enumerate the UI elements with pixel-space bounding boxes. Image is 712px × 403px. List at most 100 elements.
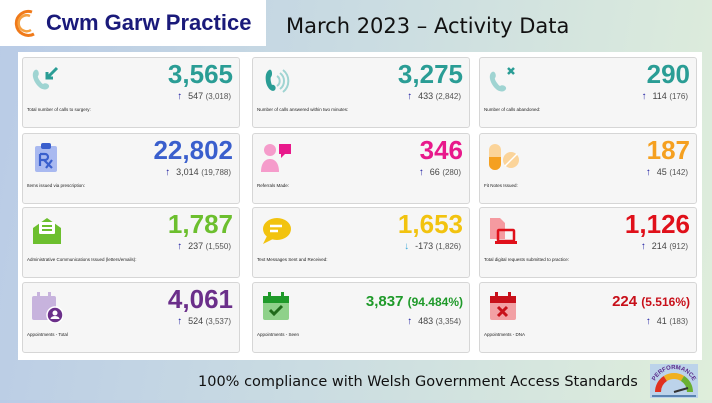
metric-label: Referrals Made: <box>257 183 290 188</box>
metric-card: 3,837 (94.484%) ↑ 483 (3,354) Appointment… <box>252 282 470 353</box>
change-value: 66 <box>429 167 440 177</box>
practice-name: Cwm Garw Practice <box>46 10 252 35</box>
metric-card: 4,061 ↑ 524 (3,537) Appointments - Total <box>22 282 240 353</box>
previous-value: (3,537) <box>205 317 231 326</box>
page-title: March 2023 – Activity Data <box>286 14 570 38</box>
arrow-up-icon: ↑ <box>641 91 647 102</box>
arrow-up-icon: ↑ <box>177 91 183 102</box>
previous-value: (3,018) <box>205 92 231 101</box>
metric-change: ↑ 41 (183) <box>646 316 688 327</box>
previous-value: (142) <box>669 168 688 177</box>
change-value: 237 <box>188 241 204 251</box>
metric-change: ↑ 483 (3,354) <box>407 316 461 327</box>
previous-value: (912) <box>669 242 688 251</box>
phone-missed-icon <box>489 67 515 92</box>
change-value: 547 <box>188 91 204 101</box>
change-value: 114 <box>652 91 667 101</box>
arrow-up-icon: ↑ <box>645 316 651 327</box>
previous-value: (183) <box>669 317 688 326</box>
arrow-up-icon: ↑ <box>407 316 413 327</box>
metric-value: 4,061 <box>167 284 233 314</box>
metric-label: Number of calls answered within two minu… <box>257 107 349 112</box>
metric-change: ↑ 3,014 (19,788) <box>165 167 231 178</box>
previous-value: (3,354) <box>435 317 461 326</box>
metric-label: Appointments - Seen <box>257 332 300 337</box>
arrow-up-icon: ↑ <box>645 167 651 178</box>
metric-value: 3,837 (94.484%) <box>365 293 463 310</box>
change-value: 433 <box>418 91 434 101</box>
metric-change: ↑ 547 (3,018) <box>177 91 231 102</box>
metric-value: 3,275 <box>397 59 463 89</box>
metric-value: 1,787 <box>167 209 233 239</box>
calendar-x-icon <box>490 292 516 320</box>
arrow-up-icon: ↑ <box>640 241 646 252</box>
previous-value: (176) <box>669 92 688 101</box>
change-value: 524 <box>188 316 204 326</box>
metric-label: Appointments - DNA <box>484 332 526 337</box>
metric-value: 1,653 <box>397 209 463 239</box>
chat-bubble-icon <box>263 218 291 244</box>
metric-card: 1,787 ↑ 237 (1,550) Administrative Commun… <box>22 207 240 278</box>
metric-change: ↑ 524 (3,537) <box>177 316 231 327</box>
metric-card: 22,802 ↑ 3,014 (19,788) Items issued via … <box>22 133 240 204</box>
previous-value: (2,842) <box>435 92 461 101</box>
change-value: 214 <box>651 241 667 251</box>
metric-card: 3,275 ↑ 433 (2,842) Number of calls answe… <box>252 57 470 128</box>
metric-value: 290 <box>646 59 690 89</box>
arrow-down-icon: ↓ <box>404 241 410 252</box>
metric-label: Administrative Communications Issued (le… <box>27 257 137 262</box>
metric-card: 1,653 ↓ -173 (1,826) Text Messages Sent a… <box>252 207 470 278</box>
metric-percentage: (5.516%) <box>641 295 690 309</box>
metric-label: Fit Notes Issued: <box>484 183 518 188</box>
metric-label: Total digital requests submitted to prac… <box>484 257 570 262</box>
change-value: 3,014 <box>176 167 199 177</box>
metric-value: 187 <box>646 135 690 165</box>
metric-card: 1,126 ↑ 214 (912) Total digital requests … <box>479 207 697 278</box>
metric-value: 22,802 <box>153 135 233 165</box>
metric-card: 290 ↑ 114 (176) Number of calls abandoned… <box>479 57 697 128</box>
metric-change: ↑ 114 (176) <box>641 91 688 102</box>
calendar-check-icon <box>263 292 289 320</box>
phone-ringing-icon <box>265 69 290 93</box>
phone-incoming-icon <box>32 66 59 90</box>
compliance-statement: 100% compliance with Welsh Government Ac… <box>198 374 638 390</box>
arrow-up-icon: ↑ <box>407 91 413 102</box>
previous-value: (1,826) <box>435 242 461 251</box>
envelope-open-icon <box>33 218 61 244</box>
arrow-up-icon: ↑ <box>418 167 424 178</box>
change-value: 483 <box>418 316 434 326</box>
change-value: -173 <box>415 241 434 251</box>
prescription-icon <box>35 143 57 172</box>
practice-logo: Cwm Garw Practice <box>0 0 266 46</box>
arrow-up-icon: ↑ <box>177 316 183 327</box>
previous-value: (19,788) <box>201 168 231 177</box>
previous-value: (1,550) <box>205 242 231 251</box>
calendar-user-icon <box>32 292 63 323</box>
previous-value: (280) <box>442 168 461 177</box>
metric-change: ↑ 237 (1,550) <box>177 241 231 252</box>
metric-label: Items issued via prescription: <box>27 183 86 188</box>
metric-label: Appointments - Total <box>27 332 68 337</box>
metric-card: 187 ↑ 45 (142) Fit Notes Issued: <box>479 133 697 204</box>
metric-change: ↑ 214 (912) <box>641 241 688 252</box>
arrow-up-icon: ↑ <box>177 241 183 252</box>
change-value: 45 <box>656 167 667 177</box>
pills-icon <box>489 144 519 170</box>
metric-value: 3,565 <box>167 59 233 89</box>
performance-gauge-icon: PERFORMANCE <box>650 364 698 398</box>
metric-value: 1,126 <box>624 209 690 239</box>
metric-card: 346 ↑ 66 (280) Referrals Made: <box>252 133 470 204</box>
change-value: 41 <box>656 316 667 326</box>
metric-card: 224 (5.516%) ↑ 41 (183) Appointments - DN… <box>479 282 697 353</box>
metric-change: ↑ 433 (2,842) <box>407 91 461 102</box>
arrow-up-icon: ↑ <box>165 167 171 178</box>
metric-percentage: (94.484%) <box>407 295 463 309</box>
metric-card: 3,565 ↑ 547 (3,018) Total number of calls… <box>22 57 240 128</box>
digital-request-icon <box>490 218 517 244</box>
doctor-chat-icon <box>261 144 291 172</box>
logo-swirl-icon <box>14 9 35 37</box>
activity-panel: 3,565 ↑ 547 (3,018) Total number of calls… <box>18 52 702 360</box>
metric-value: 346 <box>419 135 463 165</box>
metric-value: 224 (5.516%) <box>612 293 690 310</box>
metric-change: ↑ 45 (142) <box>646 167 688 178</box>
